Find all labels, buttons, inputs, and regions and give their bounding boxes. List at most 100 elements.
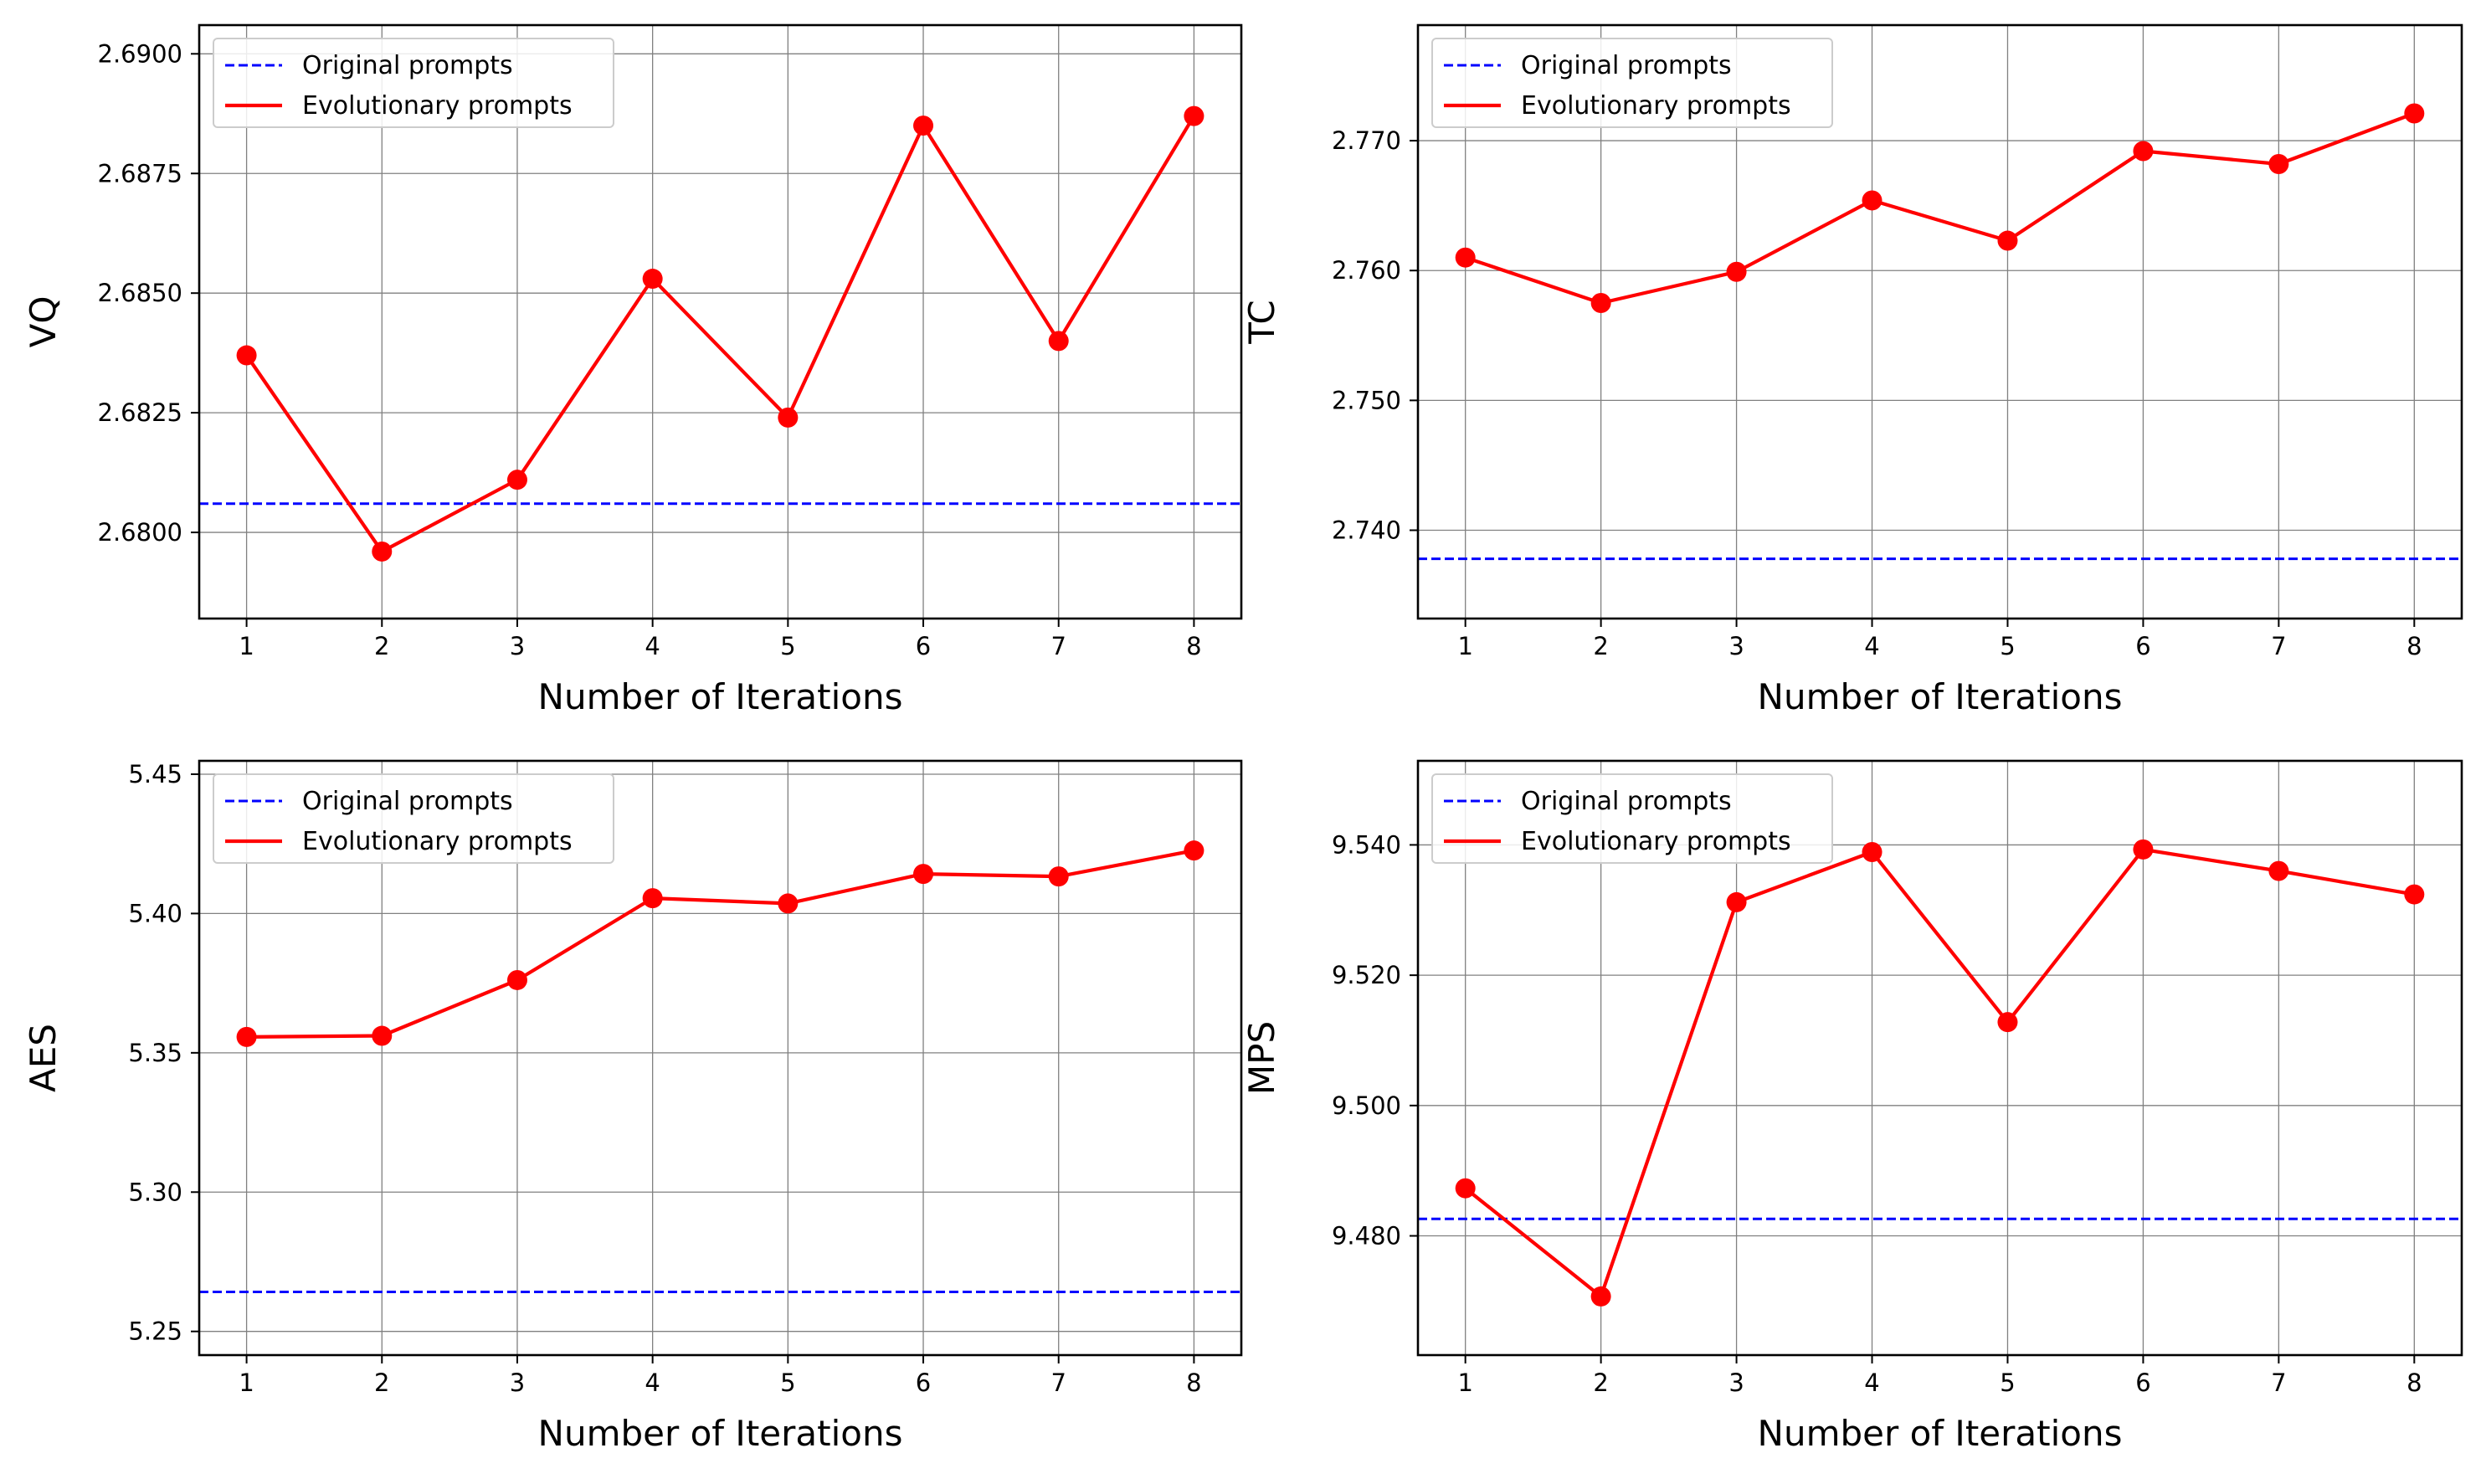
x-tick-label: 6 (2135, 632, 2150, 660)
y-tick-label: 5.40 (128, 899, 182, 927)
y-tick-label: 2.760 (1332, 256, 1401, 285)
x-tick-label: 8 (2406, 1368, 2422, 1397)
x-tick-label: 8 (1186, 632, 1201, 660)
y-axis-title: AES (23, 1024, 64, 1092)
x-axis-title: Number of Iterations (538, 1413, 903, 1454)
chart-panel-bottom-right: 1 2 3 4 5 6 7 8 9.480 9.500 9.520 9.540 Number of It… (1241, 759, 2463, 1454)
evolutionary-prompts-line (246, 849, 1194, 1039)
legend: Original prompts Evolutionary prompts (1431, 38, 1833, 128)
x-tick-label: 1 (1457, 1368, 1472, 1397)
chart-panel-bottom-left: 1 2 3 4 5 6 7 8 5.25 5.30 5.35 5.40 5.45 Number of It… (23, 759, 1243, 1454)
evolutionary-prompts-line (244, 115, 1196, 554)
data-point-5 (778, 407, 799, 428)
x-tick-label: 4 (1864, 632, 1879, 660)
data-point-6 (913, 116, 934, 136)
x-tick-label: 1 (239, 632, 254, 660)
data-point-3 (506, 969, 527, 990)
x-tick-label: 7 (2271, 1368, 2286, 1397)
y-tick-label: 2.6875 (98, 159, 182, 187)
y-tick-label: 9.500 (1332, 1091, 1401, 1120)
y-tick-label: 9.480 (1332, 1222, 1401, 1250)
data-point-5 (1997, 230, 2018, 251)
x-tick-label: 3 (1728, 1368, 1744, 1397)
evolutionary-prompts-line (1464, 847, 2415, 1299)
x-tick-label: 5 (780, 632, 795, 660)
data-point-1 (236, 345, 257, 366)
y-axis-title: MPS (1241, 1021, 1282, 1095)
data-point-4 (642, 269, 663, 290)
x-axis-title: Number of Iterations (1758, 676, 2123, 717)
legend-label-evolutionary: Evolutionary prompts (302, 827, 573, 856)
data-point-2 (1590, 1286, 1611, 1307)
legend: Original prompts Evolutionary prompts (213, 38, 614, 128)
axes-frame (1416, 759, 2463, 1357)
data-point-7 (2268, 154, 2289, 175)
x-tick-label: 1 (1457, 632, 1472, 660)
data-point-1 (1455, 1178, 1476, 1199)
data-point-7 (1048, 866, 1069, 887)
x-tick-label: 4 (645, 632, 660, 660)
x-tick-label: 2 (374, 1368, 389, 1397)
x-tick-label: 1 (239, 1368, 254, 1397)
x-tick-label: 6 (2135, 1368, 2150, 1397)
data-point-5 (778, 893, 799, 914)
x-tick-label: 4 (645, 1368, 660, 1397)
legend-label-original: Original prompts (302, 51, 513, 80)
x-axis-title: Number of Iterations (1758, 1413, 2123, 1454)
legend: Original prompts Evolutionary prompts (1431, 773, 1833, 864)
x-tick-label: 2 (1593, 1368, 1608, 1397)
x-tick-label: 5 (2000, 1368, 2015, 1397)
legend-box (1431, 38, 1833, 128)
data-point-8 (2404, 103, 2425, 124)
x-tick-label: 3 (510, 632, 525, 660)
data-point-7 (1048, 331, 1069, 352)
x-tick-label: 6 (916, 1368, 931, 1397)
x-tick-label: 7 (2271, 632, 2286, 660)
data-point-6 (913, 864, 934, 885)
x-tick-label: 6 (916, 632, 931, 660)
y-tick-label: 2.6900 (98, 39, 182, 68)
x-tick-label: 7 (1050, 632, 1066, 660)
y-axis-title: TC (1241, 300, 1282, 345)
legend-label-original: Original prompts (1521, 51, 1732, 80)
data-point-4 (642, 888, 663, 909)
y-tick-label: 5.35 (128, 1039, 182, 1067)
data-point-8 (1184, 105, 1204, 126)
legend-label-original: Original prompts (302, 787, 513, 816)
chart-panel-top-left: 1 2 3 4 5 6 7 8 2.6800 2.6825 2.6850 2.6875 2.6900 Nu… (23, 23, 1243, 717)
y-tick-label: 5.45 (128, 760, 182, 788)
x-tick-label: 8 (2406, 632, 2422, 660)
chart-panel-top-right: 1 2 3 4 5 6 7 8 2.740 2.750 2.760 2.770 Number of It… (1241, 23, 2463, 717)
x-tick-label: 4 (1864, 1368, 1879, 1397)
data-point-2 (1590, 293, 1611, 314)
y-tick-label: 2.770 (1332, 126, 1401, 155)
evolutionary-prompts-line (1465, 111, 2416, 306)
x-tick-label: 5 (780, 1368, 795, 1397)
y-tick-label: 9.540 (1332, 830, 1401, 859)
legend-label-evolutionary: Evolutionary prompts (1521, 91, 1791, 121)
data-point-1 (236, 1026, 257, 1047)
data-point-4 (1862, 841, 1882, 862)
x-tick-label: 3 (1728, 632, 1744, 660)
data-point-5 (1997, 1012, 2018, 1033)
data-point-7 (2268, 860, 2289, 881)
axes-frame (1416, 23, 2463, 620)
data-point-4 (1862, 190, 1882, 211)
axes-frame (198, 23, 1243, 620)
legend-box (1431, 773, 1833, 864)
x-tick-label: 3 (510, 1368, 525, 1397)
y-tick-label: 5.30 (128, 1178, 182, 1206)
data-point-1 (1455, 247, 1476, 268)
data-point-2 (372, 1025, 393, 1046)
x-tick-label: 8 (1186, 1368, 1201, 1397)
legend-label-original: Original prompts (1521, 787, 1732, 816)
y-tick-label: 5.25 (128, 1317, 182, 1346)
x-tick-label: 7 (1050, 1368, 1066, 1397)
y-tick-label: 2.6825 (98, 398, 182, 427)
legend-box (213, 38, 614, 128)
y-tick-label: 2.6850 (98, 279, 182, 307)
data-point-8 (1184, 840, 1204, 861)
legend-label-evolutionary: Evolutionary prompts (1521, 827, 1791, 856)
y-tick-label: 2.740 (1332, 516, 1401, 545)
